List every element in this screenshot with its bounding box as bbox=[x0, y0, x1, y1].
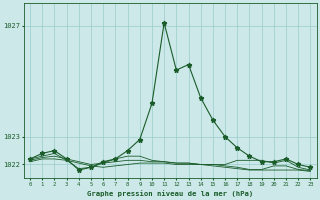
X-axis label: Graphe pression niveau de la mer (hPa): Graphe pression niveau de la mer (hPa) bbox=[87, 190, 253, 197]
